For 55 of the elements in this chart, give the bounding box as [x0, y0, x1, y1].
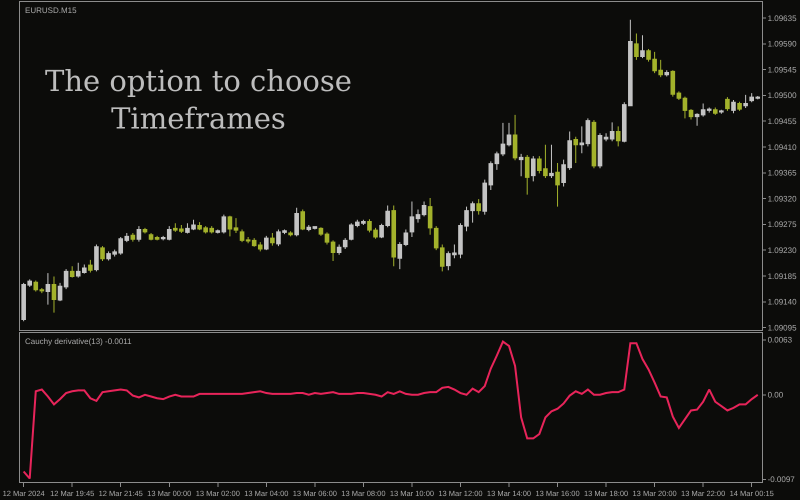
- y-tick-label: 0.0063: [768, 336, 793, 345]
- candlestick: [70, 266, 74, 278]
- candlestick: [737, 101, 742, 112]
- candlestick: [342, 238, 348, 250]
- candlestick: [573, 136, 578, 164]
- candlestick: [530, 156, 536, 182]
- candlestick: [634, 33, 639, 60]
- y-tick-label: 1.09275: [768, 220, 798, 230]
- candlestick: [640, 34, 645, 59]
- candlestick: [719, 109, 724, 114]
- candlestick: [555, 162, 560, 208]
- candlestick: [518, 153, 524, 177]
- y-tick-label: 1.09635: [768, 14, 798, 23]
- y-tick-label: 1.09230: [768, 246, 798, 255]
- candlestick: [743, 94, 748, 109]
- y-tick-label: 0.00: [768, 390, 784, 400]
- candlestick: [94, 244, 99, 272]
- text: Cauchy derivative(13) -0.0011: [25, 337, 132, 346]
- candlestick: [391, 204, 396, 267]
- candlestick: [524, 154, 530, 196]
- candlestick: [725, 96, 730, 112]
- y-tick-label: 1.09185: [768, 272, 798, 281]
- candlestick: [136, 226, 142, 242]
- candlestick: [300, 208, 306, 231]
- text: EURUSD.M15: [25, 6, 78, 15]
- y-tick-label: 1.09545: [768, 65, 798, 74]
- candlestick: [616, 126, 621, 147]
- candlestick: [288, 230, 293, 237]
- candlestick: [592, 120, 596, 169]
- y-tick-label: 1.09320: [768, 194, 798, 204]
- candlestick: [100, 246, 105, 262]
- candlestick: [336, 244, 342, 256]
- candlestick: [52, 276, 56, 314]
- candlestick: [142, 227, 148, 234]
- candlestick: [264, 235, 269, 251]
- y-tick-label: 1.09140: [768, 298, 798, 307]
- y-tick-label: 1.09365: [768, 168, 798, 178]
- candlestick: [270, 232, 275, 246]
- y-tick-label: 1.09095: [768, 323, 798, 332]
- candlestick: [46, 272, 50, 306]
- candlestick: [130, 232, 136, 242]
- y-tick-label: -0.0097: [768, 475, 796, 484]
- candlestick: [294, 207, 299, 237]
- y-tick-label: 1.09410: [768, 142, 798, 152]
- candlestick: [476, 198, 481, 216]
- y-tick-label: 1.09455: [768, 117, 798, 126]
- candlestick: [664, 70, 670, 78]
- y-tick-label: 1.09590: [768, 40, 798, 49]
- candlestick: [712, 106, 718, 116]
- candlestick: [549, 144, 554, 178]
- candlestick: [731, 100, 736, 114]
- annotation: The option to choose Timeframes: [45, 64, 352, 136]
- candlestick: [88, 259, 93, 274]
- y-tick-label: 1.09500: [768, 91, 798, 100]
- candlestick: [512, 114, 518, 161]
